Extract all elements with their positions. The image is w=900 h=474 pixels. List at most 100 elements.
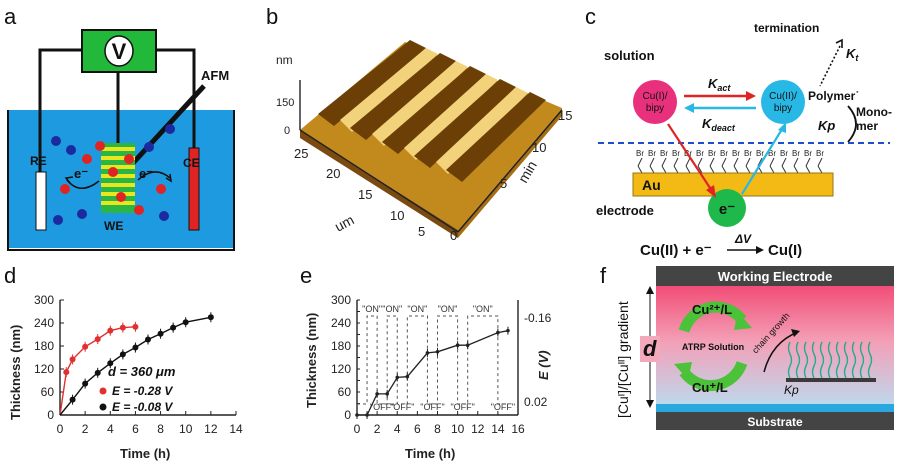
electron-right: e⁻ — [139, 166, 153, 181]
f-brush-chain — [843, 341, 849, 379]
d-data-point — [82, 343, 89, 350]
e-data-point — [395, 375, 400, 380]
d-x-tick-label: 10 — [179, 422, 193, 436]
monomer-label-1: Mono- — [856, 105, 892, 119]
re-label: RE — [30, 154, 47, 168]
wire-ce — [156, 48, 196, 150]
d-x-tick-label: 6 — [132, 422, 139, 436]
cu2-label-line1: Cu(II)/ — [769, 91, 797, 102]
panel-label-b: b — [266, 4, 278, 29]
afm-min-tick: 10 — [532, 140, 546, 155]
d-data-point — [132, 323, 139, 330]
d-x-label: Time (h) — [120, 446, 170, 461]
cu1-label-line2: bipy — [646, 103, 664, 114]
e-x-tick-label: 6 — [414, 422, 421, 436]
br-label: Br — [696, 149, 704, 158]
d-y-tick-label: 120 — [34, 362, 54, 376]
f-working-electrode — [656, 266, 894, 286]
f-polymer-brushes — [787, 341, 873, 379]
afm-um-tick: 25 — [294, 146, 308, 161]
e-x-tick-label: 2 — [374, 422, 381, 436]
e-data-point — [465, 343, 470, 348]
termination-arrow — [819, 45, 841, 87]
f-product: Cu(I) — [768, 242, 802, 259]
kt-label: Kt — [846, 46, 859, 63]
polymer-label: Polymer˙ — [808, 89, 859, 103]
d-data-point — [132, 344, 139, 351]
f-cycle-top — [678, 301, 747, 333]
cu1-label-line1: Cu(I)/ — [643, 91, 668, 102]
panel-label-f: f — [600, 263, 607, 288]
reduction-arrow — [667, 123, 715, 195]
f-cycle-bottom — [679, 360, 748, 392]
f-brush-chain — [867, 341, 873, 379]
afm-um-tick: 5 — [418, 224, 425, 239]
e-data-point — [375, 392, 379, 396]
e-y2-tick: 0.02 — [524, 395, 548, 409]
d-y-tick-label: 180 — [34, 339, 54, 353]
d-data-point — [182, 319, 189, 326]
br-label: Br — [660, 149, 668, 158]
f-atrp-label: ATRP Solution — [682, 342, 744, 352]
e-thickness-line — [355, 326, 510, 419]
afm-min-tick: 0 — [450, 228, 457, 243]
e-on-label: "ON" — [438, 304, 458, 314]
kact-label: Kact — [708, 76, 731, 93]
f-gradient-label: [Cuᴵ]/[Cuᴵᴵ] gradient — [615, 301, 631, 418]
d-data-point — [119, 324, 126, 331]
afm-um-axis — [299, 129, 459, 233]
f-brush-chain — [787, 341, 793, 379]
panel-c: c termination Kt solution Cu(I)/ bipy Cu… — [585, 4, 892, 227]
d-data-point — [107, 360, 114, 367]
e-off-label: "OFF" — [491, 402, 515, 412]
br-initiators: BrBrBrBrBrBrBrBrBrBrBrBrBrBrBrBr — [636, 149, 824, 174]
e-x-tick-label: 0 — [354, 422, 361, 436]
e-x-tick-label: 14 — [491, 422, 505, 436]
f-brush-chain — [835, 341, 841, 379]
e-x-tick-label: 12 — [471, 422, 485, 436]
afm-min-tick: 15 — [558, 108, 572, 123]
e-data-point — [425, 351, 430, 355]
panel-label-d: d — [4, 263, 16, 288]
e-y-tick-label: 240 — [331, 316, 351, 330]
voltmeter-dial — [104, 35, 134, 67]
e-on-label: "ON" — [407, 304, 427, 314]
f-brush-chain — [819, 341, 825, 379]
e-data-point — [385, 392, 389, 396]
afm-um-tick: 10 — [390, 208, 404, 223]
f-substrate-label: Substrate — [747, 415, 803, 429]
br-label: Br — [804, 149, 812, 158]
e-pulse-trace — [357, 315, 508, 405]
e-y-tick-label: 300 — [331, 293, 351, 307]
afm-label: AFM — [201, 68, 229, 83]
afm-front-edge — [300, 130, 458, 238]
counter-electrode — [188, 147, 200, 231]
br-label: Br — [780, 149, 788, 158]
d-y-tick-label: 300 — [34, 293, 54, 307]
br-label: Br — [792, 149, 800, 158]
f-brush-substrate — [786, 378, 876, 382]
legend-marker-black — [99, 403, 107, 411]
f-d-label-bg — [640, 336, 660, 362]
e-line-path — [357, 330, 509, 416]
e-data-point — [365, 413, 369, 417]
kp-label-c: Kp — [818, 118, 835, 133]
e-off-label: "OFF" — [450, 402, 474, 412]
br-label: Br — [744, 149, 752, 158]
ions-blue — [51, 124, 175, 225]
d-y-tick-label: 60 — [41, 385, 55, 399]
monomer-label-2: mer — [856, 119, 878, 133]
d-x-tick-label: 12 — [204, 422, 218, 436]
d-data-point — [69, 396, 76, 403]
electrode-label: electrode — [596, 203, 654, 218]
e-off-label: "OFF" — [420, 402, 444, 412]
d-data-point — [119, 351, 126, 358]
electron-arrow-right — [137, 171, 171, 181]
e-on-label: "ON" — [362, 304, 382, 314]
e-x-tick-label: 16 — [511, 422, 525, 436]
ions-red — [60, 141, 166, 215]
e-voltage-pulses: "ON" "ON" "ON" "ON" "ON""OFF""OFF" "OFF" "OFF"… — [357, 304, 515, 412]
d-annotation: d = 360 μm — [108, 364, 176, 379]
